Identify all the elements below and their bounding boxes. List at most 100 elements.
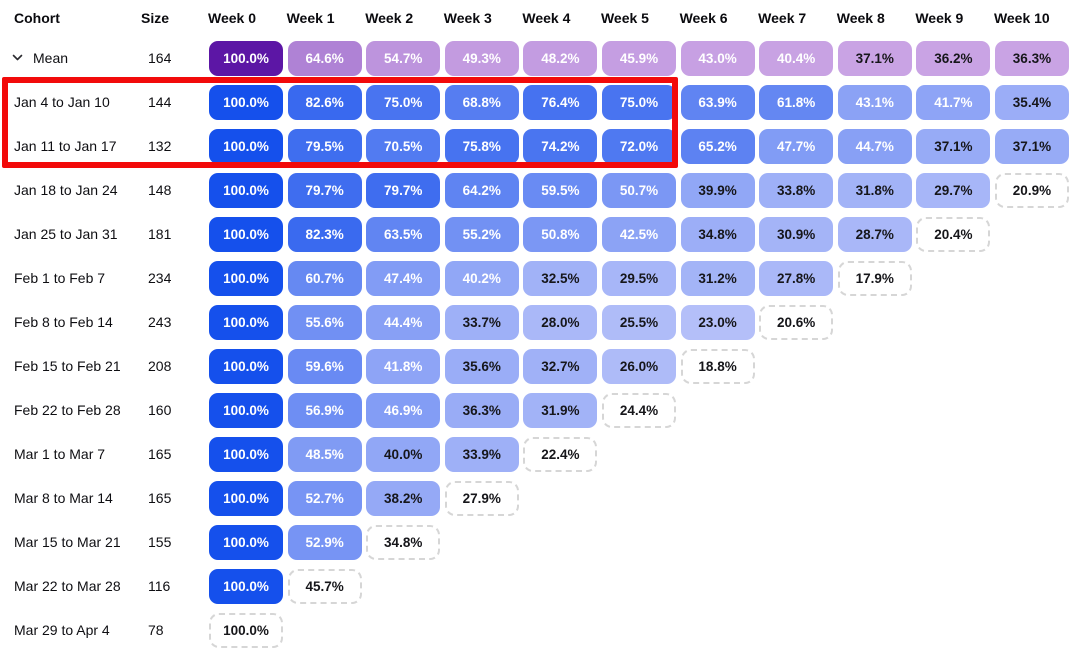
retention-cell-week-7[interactable]: 20.6%	[759, 304, 834, 340]
retention-cell-week-5[interactable]: 50.7%	[601, 172, 676, 208]
retention-cell-week-3[interactable]: 40.2%	[444, 260, 519, 296]
mean-cell-week-0[interactable]: 100.0%	[209, 40, 283, 76]
retention-cell-week-2[interactable]: 79.7%	[366, 172, 441, 208]
retention-cell-week-0[interactable]: 100.0%	[209, 260, 283, 296]
retention-cell-week-9[interactable]: 37.1%	[916, 128, 991, 164]
retention-cell-week-7[interactable]: 33.8%	[759, 172, 834, 208]
retention-cell-week-2[interactable]: 44.4%	[366, 304, 441, 340]
retention-cell-week-0[interactable]: 100.0%	[209, 128, 283, 164]
retention-cell-week-4[interactable]: 59.5%	[523, 172, 598, 208]
retention-cell-week-8[interactable]: 28.7%	[837, 216, 912, 252]
mean-cell-week-8[interactable]: 37.1%	[837, 40, 912, 76]
retention-cell-week-8[interactable]: 17.9%	[837, 260, 912, 296]
retention-cell-week-9[interactable]: 20.4%	[916, 216, 991, 252]
retention-cell-week-9[interactable]: 29.7%	[916, 172, 991, 208]
retention-cell-week-4[interactable]: 32.7%	[523, 348, 598, 384]
retention-cell-week-0[interactable]: 100.0%	[209, 84, 283, 120]
retention-cell-week-3[interactable]: 64.2%	[444, 172, 519, 208]
retention-cell-week-0[interactable]: 100.0%	[209, 436, 283, 472]
retention-cell-week-1[interactable]: 45.7%	[287, 568, 362, 604]
retention-cell-week-6[interactable]: 31.2%	[680, 260, 755, 296]
retention-cell-week-7[interactable]: 61.8%	[759, 84, 834, 120]
retention-cell-week-2[interactable]: 40.0%	[366, 436, 441, 472]
retention-cell-week-7[interactable]: 30.9%	[759, 216, 834, 252]
retention-cell-week-2[interactable]: 38.2%	[366, 480, 441, 516]
retention-cell-week-5[interactable]: 72.0%	[601, 128, 676, 164]
retention-cell-week-10[interactable]: 35.4%	[994, 84, 1069, 120]
retention-cell-week-4[interactable]: 22.4%	[523, 436, 598, 472]
retention-cell-week-2[interactable]: 41.8%	[366, 348, 441, 384]
retention-cell-week-0[interactable]: 100.0%	[209, 568, 283, 604]
retention-cell-week-1[interactable]: 52.9%	[287, 524, 362, 560]
retention-cell-week-6[interactable]: 63.9%	[680, 84, 755, 120]
retention-cell-week-8[interactable]: 44.7%	[837, 128, 912, 164]
retention-cell-week-1[interactable]: 60.7%	[287, 260, 362, 296]
retention-cell-week-1[interactable]: 48.5%	[287, 436, 362, 472]
retention-cell-week-2[interactable]: 34.8%	[366, 524, 441, 560]
retention-cell-week-4[interactable]: 31.9%	[523, 392, 598, 428]
retention-cell-week-7[interactable]: 47.7%	[759, 128, 834, 164]
retention-cell-week-1[interactable]: 52.7%	[287, 480, 362, 516]
retention-cell-week-6[interactable]: 39.9%	[680, 172, 755, 208]
retention-cell-week-6[interactable]: 18.8%	[680, 348, 755, 384]
mean-cell-week-7[interactable]: 40.4%	[759, 40, 834, 76]
retention-cell-week-6[interactable]: 65.2%	[680, 128, 755, 164]
retention-cell-week-1[interactable]: 82.3%	[287, 216, 362, 252]
retention-cell-week-3[interactable]: 68.8%	[444, 84, 519, 120]
retention-cell-week-2[interactable]: 63.5%	[366, 216, 441, 252]
retention-cell-week-2[interactable]: 70.5%	[366, 128, 441, 164]
retention-cell-week-10[interactable]: 20.9%	[994, 172, 1069, 208]
retention-cell-week-0[interactable]: 100.0%	[209, 304, 283, 340]
retention-cell-week-8[interactable]: 31.8%	[837, 172, 912, 208]
retention-cell-week-5[interactable]: 75.0%	[601, 84, 676, 120]
retention-cell-week-1[interactable]: 55.6%	[287, 304, 362, 340]
retention-cell-week-3[interactable]: 33.9%	[444, 436, 519, 472]
mean-cell-week-3[interactable]: 49.3%	[444, 40, 519, 76]
mean-cell-week-6[interactable]: 43.0%	[680, 40, 755, 76]
retention-cell-week-4[interactable]: 74.2%	[523, 128, 598, 164]
retention-cell-week-2[interactable]: 46.9%	[366, 392, 441, 428]
retention-cell-week-2[interactable]: 47.4%	[366, 260, 441, 296]
retention-cell-week-2[interactable]: 75.0%	[366, 84, 441, 120]
retention-cell-week-1[interactable]: 79.7%	[287, 172, 362, 208]
retention-cell-week-7[interactable]: 27.8%	[759, 260, 834, 296]
retention-cell-week-5[interactable]: 29.5%	[601, 260, 676, 296]
retention-cell-week-5[interactable]: 24.4%	[601, 392, 676, 428]
retention-cell-week-5[interactable]: 25.5%	[601, 304, 676, 340]
retention-cell-week-6[interactable]: 23.0%	[680, 304, 755, 340]
retention-cell-week-0[interactable]: 100.0%	[209, 172, 283, 208]
retention-cell-week-4[interactable]: 76.4%	[523, 84, 598, 120]
retention-cell-week-0[interactable]: 100.0%	[209, 348, 283, 384]
retention-cell-week-10[interactable]: 37.1%	[994, 128, 1069, 164]
retention-cell-week-4[interactable]: 50.8%	[523, 216, 598, 252]
retention-cell-week-4[interactable]: 32.5%	[523, 260, 598, 296]
retention-cell-week-9[interactable]: 41.7%	[916, 84, 991, 120]
retention-cell-week-0[interactable]: 100.0%	[209, 524, 283, 560]
retention-cell-week-1[interactable]: 59.6%	[287, 348, 362, 384]
mean-cell-week-4[interactable]: 48.2%	[523, 40, 598, 76]
retention-cell-week-0[interactable]: 100.0%	[209, 392, 283, 428]
retention-cell-week-3[interactable]: 75.8%	[444, 128, 519, 164]
retention-cell-week-4[interactable]: 28.0%	[523, 304, 598, 340]
retention-cell-week-0[interactable]: 100.0%	[209, 216, 283, 252]
mean-cell-week-10[interactable]: 36.3%	[994, 40, 1069, 76]
retention-cell-week-3[interactable]: 27.9%	[444, 480, 519, 516]
retention-cell-week-5[interactable]: 26.0%	[601, 348, 676, 384]
retention-cell-week-3[interactable]: 33.7%	[444, 304, 519, 340]
retention-cell-week-5[interactable]: 42.5%	[601, 216, 676, 252]
retention-cell-week-3[interactable]: 55.2%	[444, 216, 519, 252]
retention-cell-week-0[interactable]: 100.0%	[209, 480, 283, 516]
retention-cell-week-3[interactable]: 35.6%	[444, 348, 519, 384]
mean-cell-week-9[interactable]: 36.2%	[916, 40, 991, 76]
retention-cell-week-1[interactable]: 79.5%	[287, 128, 362, 164]
retention-cell-week-0[interactable]: 100.0%	[209, 612, 283, 648]
mean-cell-week-1[interactable]: 64.6%	[287, 40, 362, 76]
retention-cell-week-6[interactable]: 34.8%	[680, 216, 755, 252]
chevron-down-icon[interactable]	[12, 54, 23, 62]
retention-cell-week-3[interactable]: 36.3%	[444, 392, 519, 428]
retention-cell-week-1[interactable]: 56.9%	[287, 392, 362, 428]
mean-cell-week-2[interactable]: 54.7%	[366, 40, 441, 76]
mean-cell-week-5[interactable]: 45.9%	[601, 40, 676, 76]
retention-cell-week-8[interactable]: 43.1%	[837, 84, 912, 120]
retention-cell-week-1[interactable]: 82.6%	[287, 84, 362, 120]
